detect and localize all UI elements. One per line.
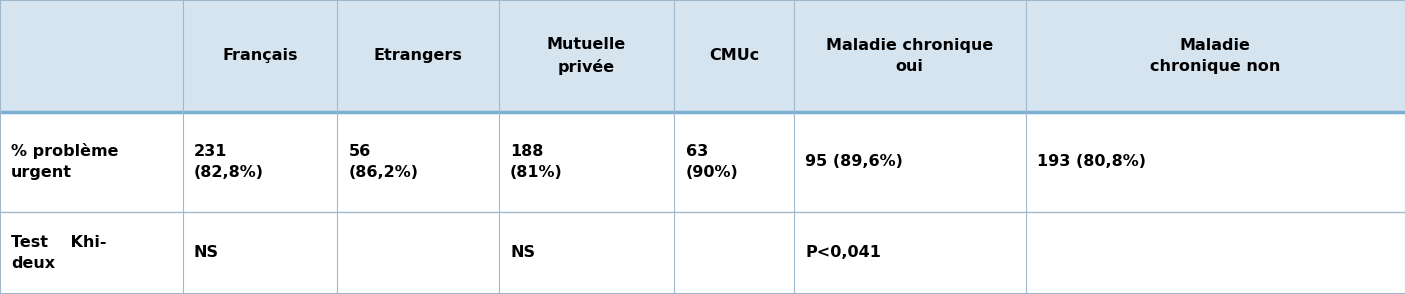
- Text: % problème
urgent: % problème urgent: [11, 143, 119, 180]
- Text: 193 (80,8%): 193 (80,8%): [1037, 154, 1146, 169]
- Text: NS: NS: [194, 245, 219, 260]
- Bar: [0, 0, 183, 112]
- Text: Test    Khi-
deux: Test Khi- deux: [11, 235, 107, 271]
- Bar: [794, 0, 1026, 112]
- Bar: [0, 112, 183, 212]
- Text: Français: Français: [222, 48, 298, 64]
- Bar: [1026, 0, 1405, 112]
- Bar: [183, 112, 337, 212]
- Text: P<0,041: P<0,041: [805, 245, 881, 260]
- Bar: [499, 212, 674, 294]
- Bar: [1026, 112, 1405, 212]
- Bar: [183, 0, 337, 112]
- Text: Maladie chronique
oui: Maladie chronique oui: [826, 38, 993, 74]
- Bar: [337, 212, 499, 294]
- Bar: [0, 212, 183, 294]
- Text: Maladie
chronique non: Maladie chronique non: [1151, 38, 1280, 74]
- Text: 231
(82,8%): 231 (82,8%): [194, 144, 264, 180]
- Text: Etrangers: Etrangers: [374, 48, 462, 64]
- Text: CMUc: CMUc: [710, 48, 759, 64]
- Bar: [1026, 212, 1405, 294]
- Bar: [183, 212, 337, 294]
- Bar: [674, 0, 794, 112]
- Text: Mutuelle
privée: Mutuelle privée: [547, 37, 627, 75]
- Text: 188
(81%): 188 (81%): [510, 144, 563, 180]
- Text: NS: NS: [510, 245, 535, 260]
- Bar: [674, 112, 794, 212]
- Bar: [674, 212, 794, 294]
- Text: 56
(86,2%): 56 (86,2%): [348, 144, 419, 180]
- Text: 95 (89,6%): 95 (89,6%): [805, 154, 903, 169]
- Bar: [337, 0, 499, 112]
- Bar: [499, 112, 674, 212]
- Text: 63
(90%): 63 (90%): [686, 144, 739, 180]
- Bar: [499, 0, 674, 112]
- Bar: [794, 212, 1026, 294]
- Bar: [337, 112, 499, 212]
- Bar: [794, 112, 1026, 212]
